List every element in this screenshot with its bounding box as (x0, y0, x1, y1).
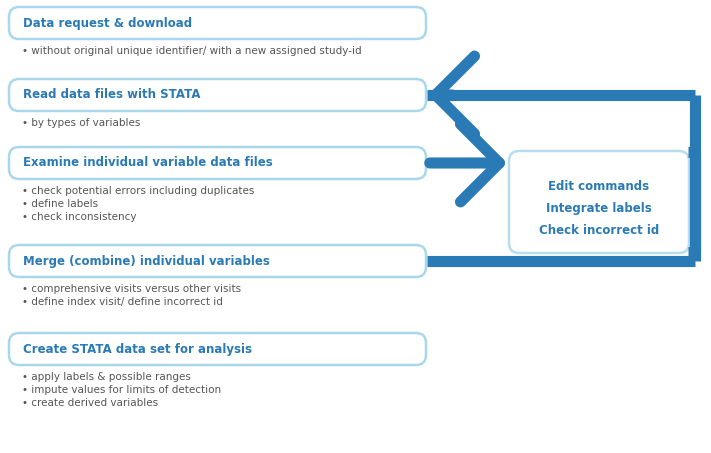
Text: • define index visit/ define incorrect id: • define index visit/ define incorrect i… (22, 297, 223, 307)
Text: Examine individual variable data files: Examine individual variable data files (23, 156, 273, 169)
Text: • apply labels & possible ranges: • apply labels & possible ranges (22, 372, 191, 382)
Text: Create STATA data set for analysis: Create STATA data set for analysis (23, 342, 252, 356)
FancyBboxPatch shape (9, 79, 426, 111)
Text: Merge (combine) individual variables: Merge (combine) individual variables (23, 255, 270, 268)
Text: • without original unique identifier/ with a new assigned study-id: • without original unique identifier/ wi… (22, 46, 362, 56)
Text: Read data files with STATA: Read data files with STATA (23, 88, 201, 101)
Text: • check potential errors including duplicates: • check potential errors including dupli… (22, 186, 255, 196)
FancyBboxPatch shape (9, 147, 426, 179)
Text: • check inconsistency: • check inconsistency (22, 212, 137, 222)
FancyBboxPatch shape (9, 333, 426, 365)
Text: Check incorrect id: Check incorrect id (539, 224, 659, 237)
Text: • define labels: • define labels (22, 199, 98, 209)
Text: • comprehensive visits versus other visits: • comprehensive visits versus other visi… (22, 284, 241, 294)
FancyBboxPatch shape (9, 7, 426, 39)
Text: • create derived variables: • create derived variables (22, 398, 158, 408)
Text: Edit commands: Edit commands (548, 180, 650, 193)
FancyBboxPatch shape (509, 151, 689, 253)
Text: Data request & download: Data request & download (23, 16, 192, 29)
Text: Integrate labels: Integrate labels (546, 202, 652, 215)
Text: • by types of variables: • by types of variables (22, 118, 140, 128)
FancyBboxPatch shape (9, 245, 426, 277)
Text: • impute values for limits of detection: • impute values for limits of detection (22, 385, 221, 395)
